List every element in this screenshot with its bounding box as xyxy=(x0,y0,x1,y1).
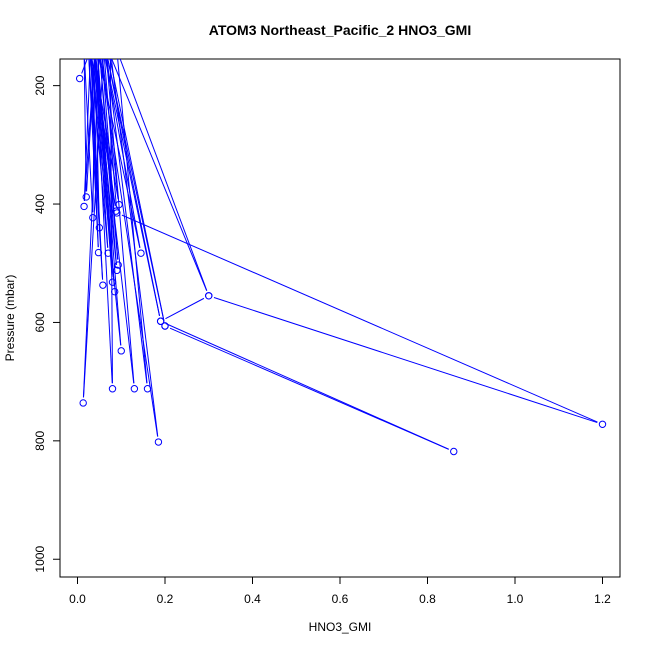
y-tick-label: 800 xyxy=(33,431,47,451)
data-point xyxy=(205,292,213,300)
data-point xyxy=(450,447,458,456)
data-point xyxy=(113,266,121,275)
x-tick-label: 0.4 xyxy=(244,592,261,606)
data-point xyxy=(103,47,109,53)
data-point xyxy=(101,47,107,53)
data-point xyxy=(154,438,163,446)
data-point xyxy=(107,47,113,53)
chart-title: ATOM3 Northeast_Pacific_2 HNO3_GMI xyxy=(209,22,471,38)
data-point xyxy=(95,224,104,232)
data-point xyxy=(96,47,102,53)
series-segment xyxy=(83,59,87,192)
series-segment xyxy=(165,297,205,320)
series-segment xyxy=(83,59,104,398)
series-segment xyxy=(107,59,161,316)
data-point xyxy=(94,47,100,53)
data-point xyxy=(105,47,111,53)
y-tick-label: 1000 xyxy=(33,546,47,573)
data-point xyxy=(92,47,98,53)
data-point xyxy=(143,385,152,393)
x-tick-label: 1.2 xyxy=(594,592,611,606)
y-tick-label: 600 xyxy=(33,312,47,332)
data-point xyxy=(99,281,107,289)
data-point xyxy=(94,47,100,53)
data-point xyxy=(104,249,112,257)
data-point xyxy=(103,47,109,53)
x-tick-label: 1.0 xyxy=(507,592,524,606)
series-segment xyxy=(84,59,94,213)
y-axis-label: Pressure (mbar) xyxy=(3,275,17,362)
data-point xyxy=(87,47,93,53)
series-segment xyxy=(91,59,122,346)
series-segment xyxy=(83,59,91,201)
series-segment xyxy=(90,59,109,248)
data-point xyxy=(82,193,90,201)
series-segment xyxy=(119,59,208,291)
x-tick-label: 0.0 xyxy=(69,592,86,606)
data-point xyxy=(92,47,98,53)
data-point xyxy=(156,317,165,325)
data-point xyxy=(130,385,139,393)
series-segment xyxy=(109,59,165,321)
series-segment xyxy=(106,59,148,384)
data-point xyxy=(79,399,87,407)
series-segment xyxy=(94,59,113,384)
x-tick-label: 0.6 xyxy=(332,592,349,606)
data-point xyxy=(87,47,93,53)
series-layer xyxy=(75,47,607,456)
x-tick-label: 0.2 xyxy=(157,592,174,606)
series-segment xyxy=(82,59,100,398)
series-segment xyxy=(103,59,117,208)
data-point xyxy=(98,47,104,53)
series-segment xyxy=(169,327,449,450)
data-point xyxy=(114,47,120,53)
data-point xyxy=(114,261,122,269)
data-point xyxy=(85,47,91,53)
series-segment xyxy=(110,59,159,437)
data-point xyxy=(101,47,107,53)
x-axis: 0.0 0.2 0.4 0.6 0.8 1.0 1.2 xyxy=(69,576,611,606)
data-point xyxy=(117,347,125,355)
data-point xyxy=(90,47,96,53)
data-point xyxy=(92,47,98,53)
data-point xyxy=(115,200,123,209)
data-point xyxy=(113,209,121,217)
data-point xyxy=(108,278,117,286)
series-segment xyxy=(109,59,113,384)
y-tick-label: 400 xyxy=(33,194,47,214)
data-point xyxy=(75,74,84,83)
data-point xyxy=(161,322,169,330)
data-point xyxy=(110,287,119,296)
data-point xyxy=(87,47,93,53)
data-point xyxy=(598,420,607,428)
data-point xyxy=(92,47,98,53)
x-axis-label: HNO3_GMI xyxy=(309,620,372,634)
data-point xyxy=(108,385,117,393)
series-segment xyxy=(213,297,598,424)
x-tick-label: 0.8 xyxy=(419,592,436,606)
data-point xyxy=(81,47,87,53)
data-point xyxy=(92,47,98,53)
y-axis: 200 400 600 800 1000 xyxy=(33,75,61,573)
data-point xyxy=(89,213,97,222)
data-point xyxy=(96,47,102,53)
data-point xyxy=(137,249,145,257)
data-point xyxy=(87,47,93,53)
series-segment xyxy=(95,59,135,384)
data-point xyxy=(80,202,88,211)
data-point xyxy=(94,248,103,257)
series-segment xyxy=(121,214,598,423)
series-segment xyxy=(111,59,208,291)
y-tick-label: 200 xyxy=(33,75,47,95)
